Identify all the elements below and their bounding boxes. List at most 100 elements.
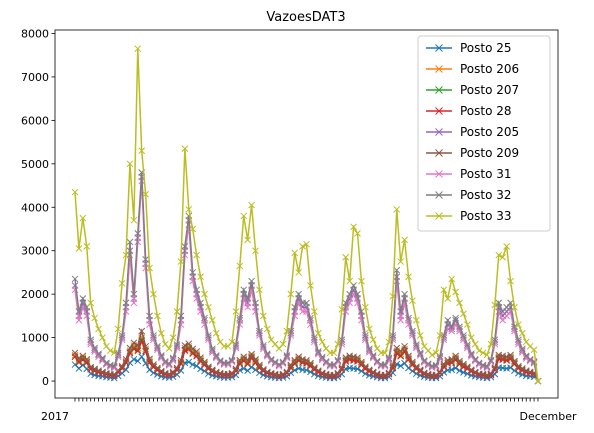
data-point — [416, 349, 424, 357]
data-point — [338, 306, 346, 313]
data-point — [110, 362, 118, 370]
marker-stroke — [397, 352, 405, 360]
marker-stroke — [515, 336, 522, 344]
data-point — [169, 357, 177, 364]
data-point — [126, 238, 134, 246]
data-point — [385, 354, 393, 362]
marker-stroke — [134, 229, 142, 237]
marker-stroke — [467, 366, 475, 374]
marker-stroke — [393, 206, 401, 213]
data-point — [287, 290, 295, 298]
data-point — [142, 342, 149, 350]
data-point — [130, 339, 138, 347]
marker-stroke — [110, 362, 118, 370]
marker-stroke — [142, 256, 149, 263]
data-point — [240, 212, 248, 220]
marker-stroke — [448, 275, 456, 283]
data-point — [338, 364, 346, 371]
marker-stroke — [216, 369, 224, 377]
data-point — [181, 243, 189, 250]
marker-stroke — [279, 370, 287, 378]
data-point — [495, 299, 503, 307]
marker-stroke — [295, 290, 303, 298]
marker-stroke — [409, 327, 416, 335]
data-point — [310, 364, 318, 371]
data-point — [381, 349, 389, 357]
marker-stroke — [283, 327, 291, 335]
data-point — [397, 348, 405, 355]
data-point — [381, 371, 389, 379]
marker-stroke — [165, 370, 173, 378]
data-point — [526, 355, 534, 363]
marker-stroke — [157, 352, 165, 359]
data-point — [252, 299, 259, 307]
marker-stroke — [79, 295, 87, 302]
data-point — [471, 368, 479, 376]
marker-stroke — [483, 364, 491, 372]
marker-stroke — [95, 367, 102, 374]
marker-stroke — [267, 357, 275, 365]
data-point — [334, 369, 342, 377]
data-point — [118, 332, 126, 339]
data-point — [365, 345, 373, 353]
marker-stroke — [126, 160, 134, 168]
data-point — [150, 363, 157, 371]
data-point — [205, 365, 212, 373]
marker-stroke — [479, 349, 487, 357]
data-point — [87, 336, 95, 344]
marker-stroke — [256, 364, 263, 372]
data-point — [91, 365, 98, 373]
data-point — [95, 367, 102, 374]
data-point — [165, 370, 173, 378]
marker-stroke — [189, 345, 197, 353]
marker-stroke — [138, 327, 146, 335]
legend-marker — [435, 212, 443, 220]
data-point — [193, 286, 200, 294]
marker-stroke — [126, 238, 134, 246]
marker-stroke — [91, 346, 98, 354]
data-point — [146, 355, 153, 363]
marker-stroke — [456, 325, 463, 333]
marker-stroke — [106, 361, 114, 369]
marker-stroke — [193, 251, 200, 259]
marker-stroke — [401, 345, 408, 353]
marker-stroke — [346, 352, 354, 360]
y-tick-label: 0 — [42, 375, 49, 388]
marker-stroke — [130, 339, 138, 347]
data-point — [138, 353, 146, 361]
marker-stroke — [154, 312, 161, 320]
marker-stroke — [212, 352, 220, 359]
marker-stroke — [130, 216, 138, 224]
marker-stroke — [157, 329, 165, 337]
marker-stroke — [491, 364, 499, 371]
marker-stroke — [279, 340, 287, 348]
data-point — [205, 303, 212, 311]
plot-area — [54, 29, 559, 399]
legend-label: Posto 209 — [460, 146, 519, 160]
data-point — [287, 361, 295, 369]
data-point — [142, 256, 149, 263]
legend-entry: Posto 209 — [426, 146, 519, 160]
legend-marker — [435, 170, 443, 178]
data-point — [189, 269, 197, 276]
marker-stroke — [432, 362, 440, 369]
data-point — [385, 338, 393, 346]
marker-stroke — [354, 290, 361, 298]
data-point — [248, 277, 255, 285]
marker-stroke — [271, 358, 279, 366]
marker-stroke — [240, 353, 248, 361]
data-point — [515, 336, 522, 344]
marker-stroke — [146, 312, 153, 320]
marker-stroke — [75, 316, 83, 324]
data-point — [291, 303, 299, 311]
marker-stroke — [263, 350, 271, 358]
marker-stroke — [75, 355, 83, 362]
data-point — [511, 303, 518, 311]
marker-stroke — [507, 299, 514, 307]
data-point — [256, 286, 263, 294]
data-point — [334, 356, 342, 364]
data-point — [205, 363, 212, 371]
data-point — [75, 308, 83, 315]
data-point — [106, 361, 114, 369]
marker-stroke — [354, 354, 361, 361]
